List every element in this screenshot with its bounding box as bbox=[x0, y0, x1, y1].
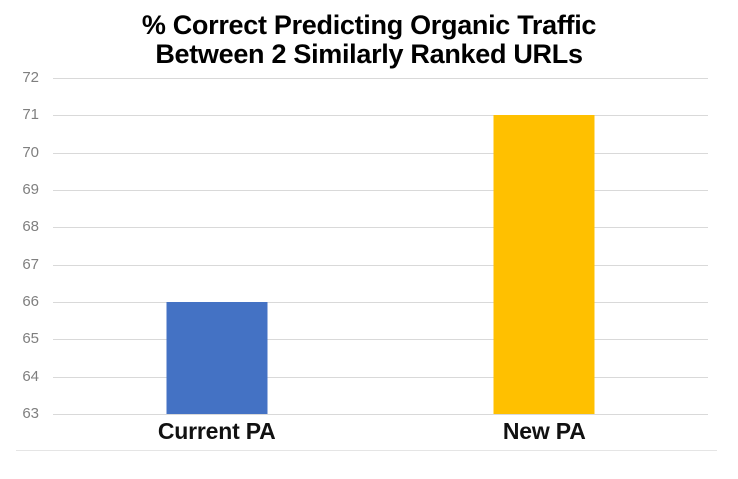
bar-current-pa bbox=[166, 302, 268, 414]
y-axis-tick-labels: 72 71 70 69 68 67 66 65 64 63 bbox=[0, 69, 45, 422]
y-tick-label: 68 bbox=[22, 218, 39, 236]
chart-title-line-2: Between 2 Similarly Ranked URLs bbox=[155, 39, 583, 69]
category-label-new-pa: New PA bbox=[502, 418, 586, 444]
y-tick-label: 69 bbox=[22, 181, 39, 198]
y-tick-label: 72 bbox=[22, 69, 39, 86]
gridline bbox=[53, 264, 708, 266]
gridline bbox=[53, 302, 708, 303]
y-tick-label: 64 bbox=[22, 367, 39, 385]
y-tick-label: 67 bbox=[22, 255, 39, 273]
gridline bbox=[53, 414, 708, 415]
gridline bbox=[53, 227, 708, 229]
y-tick-label: 66 bbox=[22, 293, 39, 310]
y-tick-label: 71 bbox=[22, 106, 39, 124]
y-tick-label: 65 bbox=[22, 330, 39, 348]
x-axis-category-labels: Current PA New PA bbox=[53, 418, 708, 448]
chart-title: % Correct Predicting Organic Traffic Bet… bbox=[0, 11, 738, 69]
chart-title-line-1: % Correct Predicting Organic Traffic bbox=[141, 10, 597, 40]
category-label-current-pa: Current PA bbox=[157, 418, 276, 444]
gridline bbox=[53, 190, 708, 191]
gridline bbox=[53, 78, 708, 79]
bar-new-pa bbox=[493, 115, 595, 414]
y-tick-label: 70 bbox=[22, 143, 39, 161]
plot-area bbox=[53, 78, 708, 415]
y-tick-label: 63 bbox=[22, 405, 39, 422]
gridline bbox=[53, 115, 708, 117]
gridline bbox=[53, 339, 708, 341]
chart-bottom-border bbox=[16, 450, 717, 451]
gridline bbox=[53, 152, 708, 154]
gridline bbox=[53, 376, 708, 378]
